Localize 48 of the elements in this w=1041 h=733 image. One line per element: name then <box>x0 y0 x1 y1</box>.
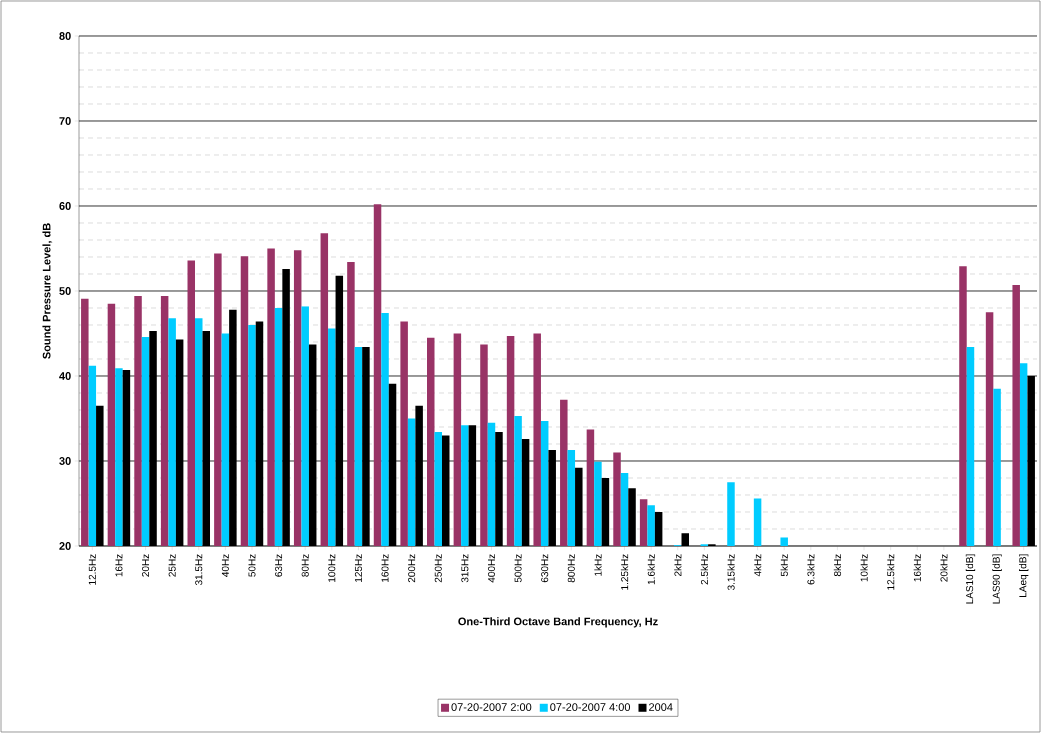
x-tick-label: 20kHz <box>940 554 948 582</box>
x-tick-label: 80Hz <box>301 554 309 577</box>
x-tick-label: 250Hz <box>434 554 442 583</box>
legend-label: 2004 <box>649 703 673 711</box>
x-tick-label: 8kHz <box>833 554 842 577</box>
x-tick-label: 40Hz <box>221 554 229 577</box>
y-tick-label: 50 <box>59 287 71 295</box>
y-tick-label: 80 <box>59 32 71 40</box>
y-tick-label: 60 <box>59 202 71 210</box>
x-tick-label: 63Hz <box>275 554 283 577</box>
legend-label: 07-20-2007 4:00 <box>550 703 631 711</box>
x-tick-label: 100Hz <box>328 554 336 582</box>
x-tick-label: 5kHz <box>780 554 788 577</box>
x-tick-label: 315Hz <box>461 554 469 583</box>
x-tick-label: 31.5Hz <box>195 554 203 586</box>
x-tick-label: 50Hz <box>248 554 256 577</box>
x-tick-label: 400Hz <box>487 554 496 583</box>
x-tick-label: 500Hz <box>514 554 522 583</box>
x-axis-title: One-Third Octave Band Frequency, Hz <box>458 617 658 628</box>
y-axis-title: Sound Pressure Level, dB <box>42 223 53 359</box>
x-tick-label: LAS10 [dB] <box>965 554 976 604</box>
x-tick-label: 16kHz <box>913 554 921 582</box>
x-tick-label: 16Hz <box>115 554 123 577</box>
x-tick-label: 20Hz <box>142 554 150 577</box>
x-tick-label: 1.6kHz <box>647 554 655 585</box>
x-tick-label: 1kHz <box>594 554 602 576</box>
x-tick-label: 125Hz <box>354 554 362 582</box>
x-tick-label: 630Hz <box>541 554 549 583</box>
legend-label: 07-20-2007 2:00 <box>451 703 532 711</box>
x-tick-label: 10kHz <box>860 554 868 582</box>
x-tick-label: 6.3kHz <box>807 554 815 585</box>
x-tick-label: 2.5kHz <box>700 554 709 585</box>
x-tick-label: 12.5kHz <box>886 554 895 590</box>
x-tick-label: 800Hz <box>567 554 575 583</box>
y-tick-label: 30 <box>59 457 71 465</box>
y-tick-label: 70 <box>59 117 71 125</box>
x-tick-label: 2kHz <box>674 554 682 577</box>
x-tick-label: 1.25kHz <box>620 554 629 590</box>
x-tick-label: LAeq [dB] <box>1019 554 1029 597</box>
y-tick-label: 20 <box>59 542 71 550</box>
x-tick-label: 160Hz <box>381 554 389 582</box>
x-tick-label: LAS90 [dB] <box>992 554 1002 604</box>
x-tick-label: 4kHz <box>753 554 762 577</box>
x-tick-label: 25Hz <box>168 554 176 577</box>
x-tick-label: 3.15kHz <box>727 554 735 591</box>
y-tick-label: 40 <box>59 372 71 380</box>
x-tick-label: 200Hz <box>408 554 416 583</box>
x-tick-label: 12.5Hz <box>88 554 96 585</box>
